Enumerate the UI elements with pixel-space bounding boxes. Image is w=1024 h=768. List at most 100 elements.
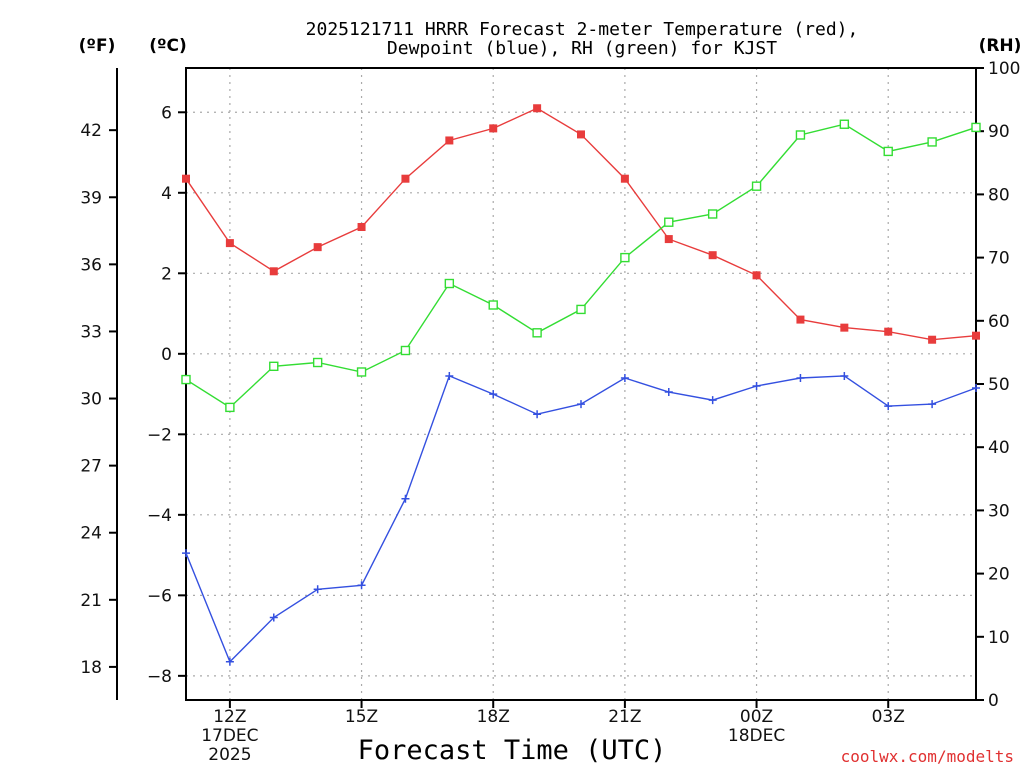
series-layer	[181, 104, 981, 666]
rh-point	[269, 361, 279, 372]
rh-tick-label: 0	[988, 691, 999, 711]
rh-tick-label: 20	[988, 565, 1010, 585]
fahrenheit-tick-label: 27	[80, 457, 102, 477]
chart-title-line: Dewpoint (blue), RH (green) for KJST	[387, 38, 777, 59]
temperature-point	[182, 174, 190, 183]
fahrenheit-tick-label: 39	[80, 188, 102, 208]
x-tick-label: 12Z	[213, 707, 246, 727]
temperature-point	[708, 251, 717, 260]
rh-tick-label: 70	[988, 249, 1010, 269]
temperature-point	[313, 243, 322, 252]
temperature-point	[796, 315, 805, 324]
x-tick-label: 15Z	[345, 707, 378, 727]
rh-point	[927, 137, 937, 147]
dewpoint-point	[840, 371, 849, 380]
fahrenheit-tick-label: 21	[80, 591, 102, 611]
dewpoint-point	[752, 382, 761, 391]
dewpoint-point	[928, 400, 937, 409]
fahrenheit-tick-label: 18	[80, 658, 102, 678]
temperature-point	[928, 335, 937, 344]
rh-point	[883, 146, 893, 157]
rh-point	[971, 122, 981, 133]
rh-tick-label: 60	[988, 312, 1010, 332]
dewpoint-point	[972, 384, 980, 393]
rh-tick-label: 40	[988, 438, 1010, 458]
fahrenheit-tick-label: 24	[80, 524, 102, 544]
celsius-tick-label: 6	[161, 103, 172, 123]
rh-tick-label: 80	[988, 185, 1010, 205]
dewpoint-point	[182, 549, 190, 558]
plot-frame	[185, 67, 977, 701]
x-tick-label: 03Z	[872, 707, 905, 727]
temperature-point	[269, 267, 278, 276]
temperature-point	[357, 223, 366, 232]
celsius-unit-label: (ºC)	[149, 36, 187, 56]
rh-point	[620, 252, 630, 263]
celsius-tick-label: 4	[161, 184, 172, 204]
temperature-point	[752, 271, 761, 280]
x-tick-label: 18Z	[477, 707, 510, 727]
rh-point	[181, 374, 191, 385]
chart-title-line: 2025121711 HRRR Forecast 2-meter Tempera…	[306, 19, 859, 40]
dewpoint-point	[577, 400, 585, 409]
dewpoint-point	[708, 396, 717, 405]
rh-tick-label: 30	[988, 501, 1010, 521]
rh-unit-label: (RH)	[979, 36, 1022, 56]
temperature-point	[664, 235, 673, 244]
temperature-point	[884, 327, 893, 336]
rh-tick-label: 50	[988, 375, 1010, 395]
temperature-point	[225, 239, 234, 248]
rh-point	[839, 119, 850, 129]
dewpoint-line	[185, 374, 977, 664]
temperature-point	[401, 174, 410, 183]
x-axis-title: Forecast Time (UTC)	[358, 735, 667, 766]
series-temperature	[182, 104, 980, 344]
celsius-tick-label: −2	[147, 425, 172, 445]
rh-point	[444, 278, 455, 289]
dewpoint-point	[884, 402, 893, 411]
dewpoint-point	[225, 657, 234, 666]
x-tick-label: 18DEC	[728, 726, 785, 746]
x-tick-label: 17DEC	[201, 726, 258, 746]
temperature-point	[533, 104, 542, 113]
dewpoint-point	[357, 581, 366, 590]
celsius-tick-label: 0	[161, 345, 172, 365]
dewpoint-point	[313, 585, 322, 594]
rh-point	[707, 209, 718, 219]
grid-layer	[186, 68, 976, 700]
dewpoint-point	[533, 410, 542, 419]
fahrenheit-unit-label: (ºF)	[79, 36, 116, 56]
dewpoint-point	[445, 371, 454, 380]
rh-point	[532, 328, 542, 338]
dewpoint-point	[796, 373, 805, 382]
fahrenheit-tick-label: 36	[80, 255, 102, 275]
x-tick-label: 00Z	[740, 707, 773, 727]
temperature-point	[445, 136, 454, 145]
fahrenheit-tick-label: 42	[80, 121, 102, 141]
celsius-tick-label: −4	[147, 506, 172, 526]
fahrenheit-tick-label: 30	[80, 390, 102, 410]
rh-point	[400, 345, 411, 356]
dewpoint-point	[401, 494, 410, 503]
x-tick-label: 21Z	[608, 707, 641, 727]
rh-point	[312, 357, 323, 368]
rh-tick-label: 100	[988, 59, 1020, 79]
text-layer: 6420−2−4−6−8(ºC)423936333027242118(ºF)10…	[79, 19, 1022, 766]
temperature-point	[840, 323, 849, 332]
rh-tick-label: 90	[988, 122, 1010, 142]
rh-tick-label: 10	[988, 628, 1010, 648]
celsius-tick-label: −8	[147, 667, 172, 687]
rh-point	[751, 181, 762, 191]
series-rh	[181, 119, 981, 413]
axes-layer	[109, 67, 984, 708]
rh-point	[225, 402, 235, 413]
rh-point	[795, 130, 806, 140]
credit-text: coolwx.com/modelts	[841, 747, 1014, 766]
rh-point	[664, 217, 674, 227]
dewpoint-point	[664, 388, 673, 397]
rh-point	[488, 300, 498, 310]
x-tick-label: 2025	[208, 745, 251, 765]
temperature-point	[972, 331, 980, 340]
temperature-point	[577, 130, 585, 139]
